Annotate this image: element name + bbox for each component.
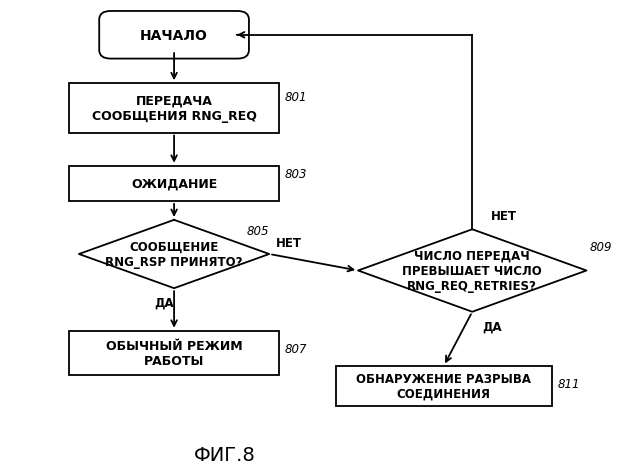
Text: 809: 809	[589, 241, 612, 254]
Text: ОБЫЧНЫЙ РЕЖИМ
РАБОТЫ: ОБЫЧНЫЙ РЕЖИМ РАБОТЫ	[106, 339, 243, 367]
Text: ЧИСЛО ПЕРЕДАЧ
ПРЕВЫШАЕТ ЧИСЛО
RNG_REQ_RETRIES?: ЧИСЛО ПЕРЕДАЧ ПРЕВЫШАЕТ ЧИСЛО RNG_REQ_RE…	[403, 249, 542, 292]
Text: ПЕРЕДАЧА
СООБЩЕНИЯ RNG_REQ: ПЕРЕДАЧА СООБЩЕНИЯ RNG_REQ	[92, 95, 257, 123]
Polygon shape	[358, 230, 586, 312]
Bar	[69, 84, 279, 133]
Text: ОЖИДАНИЕ: ОЖИДАНИЕ	[131, 178, 217, 190]
Polygon shape	[79, 220, 269, 288]
FancyBboxPatch shape	[99, 12, 249, 60]
Text: 807: 807	[285, 342, 308, 355]
Text: ФИГ.8: ФИГ.8	[194, 445, 256, 464]
Text: 801: 801	[285, 90, 308, 103]
Text: НАЧАЛО: НАЧАЛО	[140, 29, 208, 43]
Text: НЕТ: НЕТ	[492, 209, 517, 222]
Bar	[69, 166, 279, 201]
Bar	[336, 366, 552, 406]
Text: ОБНАРУЖЕНИЕ РАЗРЫВА
СОЕДИНЕНИЯ: ОБНАРУЖЕНИЕ РАЗРЫВА СОЕДИНЕНИЯ	[356, 372, 531, 400]
Text: НЕТ: НЕТ	[276, 236, 301, 249]
Text: ДА: ДА	[155, 296, 174, 309]
Text: 811: 811	[558, 377, 580, 390]
Bar	[69, 331, 279, 376]
Text: 803: 803	[285, 168, 308, 181]
Text: ДА: ДА	[482, 320, 501, 333]
Text: СООБЩЕНИЕ
RNG_RSP ПРИНЯТО?: СООБЩЕНИЕ RNG_RSP ПРИНЯТО?	[106, 240, 243, 268]
Text: 805: 805	[247, 225, 269, 238]
